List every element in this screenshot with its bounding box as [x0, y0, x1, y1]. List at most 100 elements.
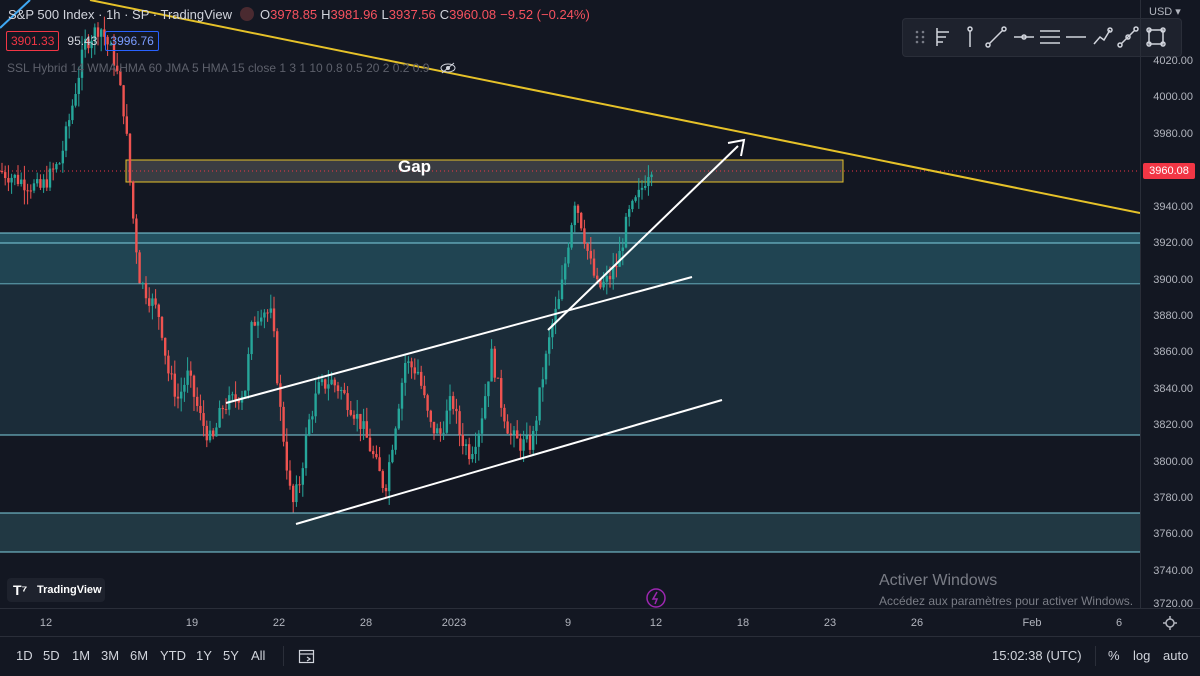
open-label: O — [260, 7, 271, 22]
range-5y[interactable]: 5Y — [223, 648, 239, 663]
candle-body — [375, 454, 378, 458]
candle-body — [167, 355, 170, 374]
candle-body — [93, 27, 96, 41]
indicator-label: SSL Hybrid 14 WMA HMA 60 JMA 5 HMA 15 cl… — [7, 61, 430, 75]
candle-body — [304, 435, 308, 469]
ask-box[interactable]: 3996.76 — [105, 31, 159, 51]
hidden-eye-icon[interactable] — [439, 62, 457, 74]
chart-canvas[interactable] — [0, 0, 1140, 608]
candle-body — [125, 116, 128, 134]
candle-body — [301, 468, 304, 485]
range-5d[interactable]: 5D — [43, 648, 60, 663]
candle-body — [231, 394, 234, 396]
candle-body — [586, 243, 589, 251]
symbol-legend[interactable]: S&P 500 Index · 1h · SP · TradingView O39… — [8, 7, 594, 22]
channel-upper-line[interactable] — [225, 276, 693, 404]
candle-body — [535, 420, 538, 431]
candle-body — [272, 308, 276, 332]
drag-handle-icon[interactable] — [907, 24, 933, 50]
indicator-badge-icon[interactable] — [240, 7, 255, 21]
descending-trendline[interactable] — [89, 0, 1140, 214]
settings-gear-icon[interactable] — [1162, 615, 1178, 631]
bottom-toolbar: 1D 5D 1M 3M 6M YTD 1Y 5Y All 15:02:38 (U… — [0, 636, 1200, 676]
range-1d[interactable]: 1D — [16, 648, 33, 663]
candle-body — [260, 317, 263, 322]
symbol-title[interactable]: S&P 500 Index · 1h · SP · TradingView — [8, 7, 233, 22]
candle-body — [7, 178, 10, 183]
projection-arrow-line[interactable] — [547, 145, 739, 331]
clock[interactable]: 15:02:38 (UTC) — [992, 648, 1082, 663]
time-tick: 12 — [39, 617, 53, 629]
candle-body — [327, 384, 330, 389]
candle-body — [429, 410, 432, 422]
price-tick: 3920.00 — [1153, 237, 1193, 249]
gap-label: Gap — [398, 157, 432, 176]
candle-body — [0, 171, 4, 173]
bid-box[interactable]: 3901.33 — [6, 31, 60, 51]
candle-body — [109, 44, 112, 46]
price-tick: 3840.00 — [1153, 383, 1193, 395]
candle-body — [13, 174, 16, 178]
divider — [1095, 646, 1096, 666]
range-all[interactable]: All — [251, 648, 266, 663]
time-axis[interactable]: 12 19 22 28 2023 9 12 18 23 26 Feb 6 — [0, 608, 1200, 637]
support-zone[interactable] — [0, 513, 1140, 552]
candle-body — [250, 322, 253, 355]
candle-body — [36, 179, 39, 184]
price-chart[interactable] — [0, 0, 1140, 608]
candle-body — [320, 379, 324, 383]
auto-scale-toggle[interactable]: auto — [1163, 648, 1189, 663]
candle-body — [170, 373, 173, 375]
candle-body — [276, 331, 279, 384]
candle-body — [346, 393, 349, 411]
candle-body — [119, 70, 122, 86]
indicator-legend[interactable]: SSL Hybrid 14 WMA HMA 60 JMA 5 HMA 15 cl… — [7, 61, 456, 75]
currency-text: USD — [1149, 6, 1173, 18]
rectangle-icon[interactable] — [1143, 24, 1169, 50]
last-price-tag: 3960.08 — [1143, 163, 1195, 179]
candle-body — [128, 133, 132, 182]
candle-body — [592, 258, 596, 276]
range-3m[interactable]: 3M — [101, 648, 120, 663]
currency-label[interactable]: USD ▾ — [1149, 5, 1181, 18]
projection-arrow-head — [727, 138, 746, 157]
candle-body — [381, 471, 384, 488]
candle-body — [103, 29, 106, 37]
candle-body — [68, 120, 71, 127]
path-icon[interactable] — [1089, 24, 1115, 50]
candle-body — [352, 414, 356, 419]
pencil-icon[interactable] — [1115, 24, 1141, 50]
candle-body — [640, 187, 644, 190]
percent-scale-toggle[interactable]: % — [1108, 648, 1120, 663]
candle-body — [324, 379, 327, 389]
trend-line-icon[interactable] — [983, 24, 1009, 50]
candle-body — [538, 387, 541, 421]
candle-body — [436, 428, 439, 434]
resistance-zone[interactable] — [0, 233, 1140, 284]
candle-body — [157, 304, 160, 317]
log-scale-toggle[interactable]: log — [1133, 648, 1151, 663]
horizontal-lines-icon[interactable] — [1037, 24, 1063, 50]
range-zone[interactable] — [0, 284, 1140, 435]
tradingview-logo[interactable]: T⁷ TradingView — [7, 578, 105, 602]
candle-body — [330, 379, 333, 385]
calendar-goto-icon[interactable] — [298, 648, 315, 664]
horizontal-line-icon[interactable] — [1063, 24, 1089, 50]
candle-body — [58, 163, 61, 165]
candle-body — [423, 385, 426, 396]
range-6m[interactable]: 6M — [130, 648, 149, 663]
price-axis[interactable]: 4020.00 4000.00 3980.00 3940.00 3920.00 … — [1140, 0, 1200, 610]
candle-body — [116, 65, 119, 71]
long-position-icon[interactable] — [931, 24, 957, 50]
range-1y[interactable]: 1Y — [196, 648, 212, 663]
time-tick: Feb — [1022, 617, 1042, 629]
range-ytd[interactable]: YTD — [160, 648, 186, 663]
vertical-line-icon[interactable] — [957, 24, 983, 50]
candle-body — [445, 410, 448, 433]
price-tick: 3880.00 — [1153, 310, 1193, 322]
range-1m[interactable]: 1M — [72, 648, 91, 663]
candle-body — [234, 394, 237, 400]
channel-lower-line[interactable] — [295, 399, 723, 525]
lightning-icon[interactable] — [645, 587, 667, 609]
horizontal-ray-icon[interactable] — [1011, 24, 1037, 50]
